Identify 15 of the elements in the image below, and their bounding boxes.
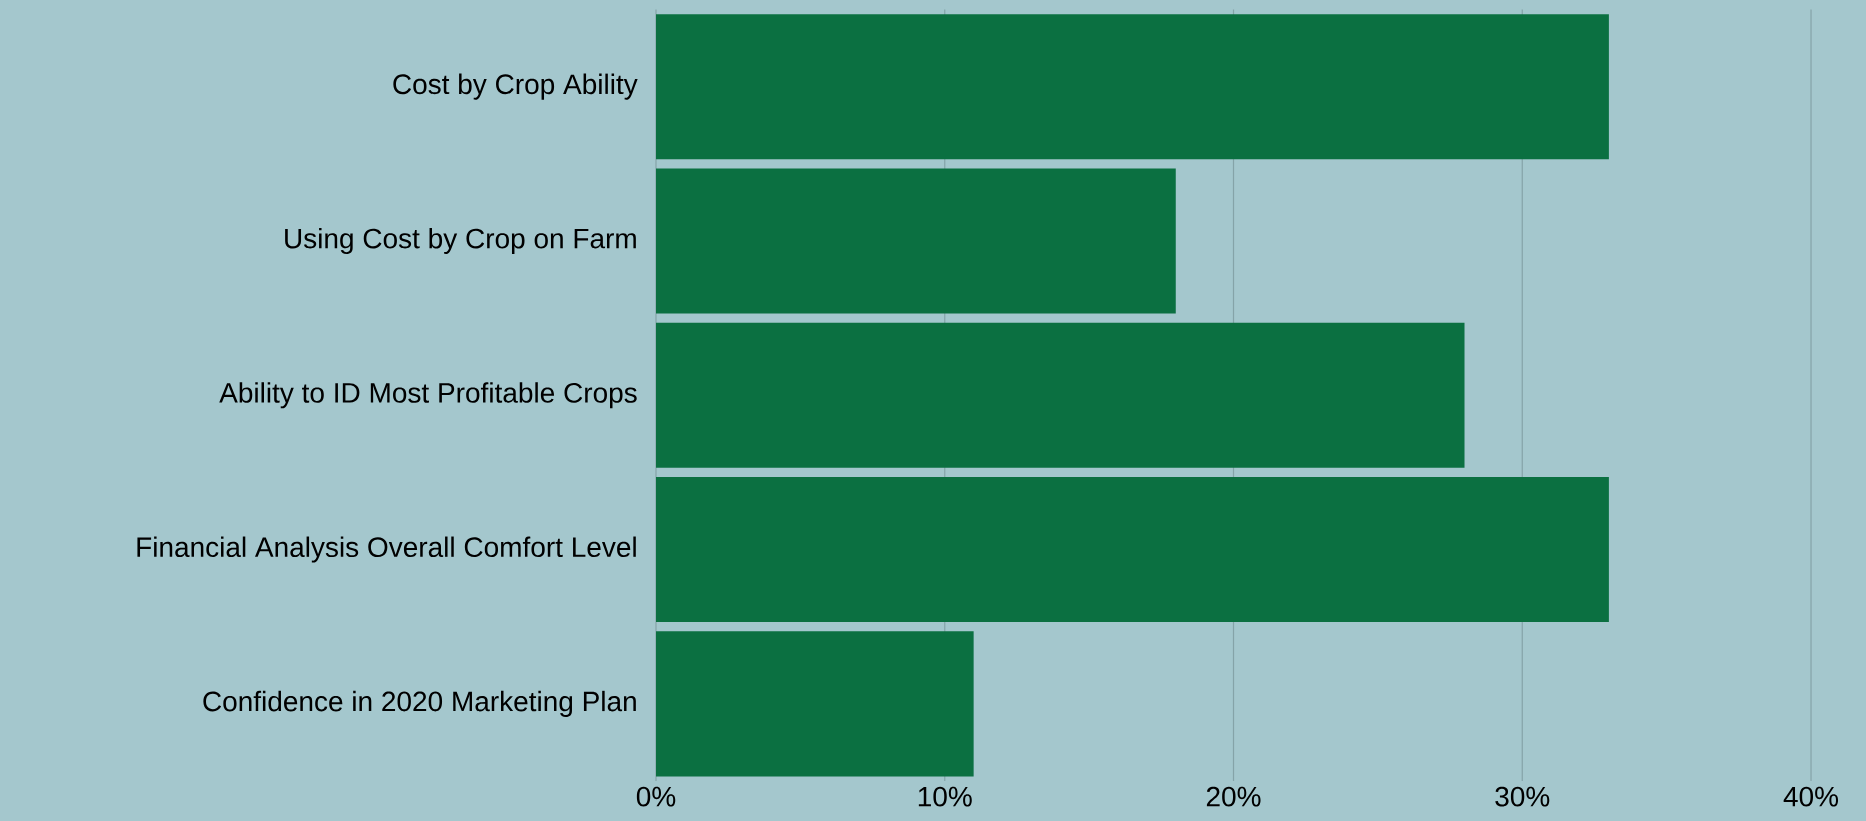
- y-tick-label: Cost by Crop Ability: [393, 73, 638, 100]
- bar: [656, 477, 1609, 623]
- bar: [656, 14, 1609, 160]
- bar: [656, 168, 1176, 314]
- y-tick-label: Ability to ID Most Profitable Crops: [219, 382, 637, 409]
- x-tick-label: 0%: [636, 786, 676, 807]
- x-tick-label: 20%: [1206, 786, 1261, 807]
- bar: [656, 631, 974, 777]
- x-tick-label: 30%: [1495, 786, 1550, 807]
- x-tick-label: 10%: [918, 786, 972, 807]
- y-tick-label: Financial Analysis Overall Comfort Level: [137, 536, 636, 563]
- bar: [656, 322, 1465, 468]
- y-tick-label: Confidence in 2020 Marketing Plan: [203, 690, 636, 717]
- y-tick-label: Using Cost by Crop on Farm: [285, 227, 636, 255]
- x-tick-label: 40%: [1783, 786, 1839, 807]
